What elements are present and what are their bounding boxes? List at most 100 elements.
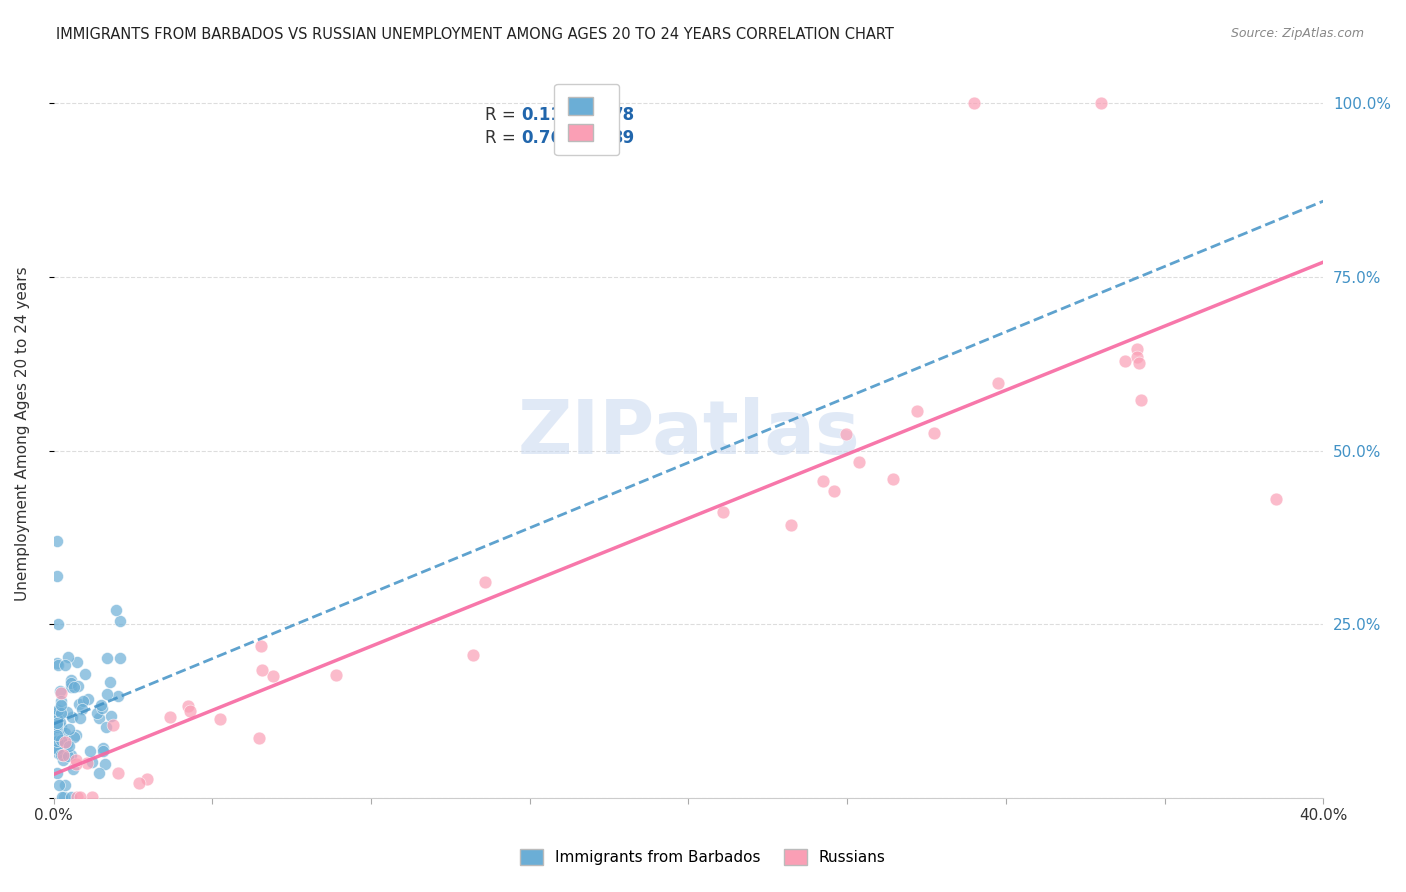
Point <box>96 650 118 665</box>
Point <box>823 483 845 498</box>
Point <box>72 694 94 708</box>
Point <box>89 766 111 780</box>
Point <box>46 706 69 721</box>
Point <box>79 744 101 758</box>
Text: N =: N = <box>579 105 616 124</box>
Point <box>45 568 67 582</box>
Point <box>963 96 986 111</box>
Point <box>45 732 67 747</box>
Point <box>59 673 82 688</box>
Point <box>474 575 496 590</box>
Point <box>905 404 928 418</box>
Legend: Immigrants from Barbados, Russians: Immigrants from Barbados, Russians <box>515 843 891 871</box>
Text: 39: 39 <box>612 129 636 147</box>
Y-axis label: Unemployment Among Ages 20 to 24 years: Unemployment Among Ages 20 to 24 years <box>15 266 30 600</box>
Point <box>48 778 70 792</box>
Point <box>51 686 73 700</box>
Point <box>91 701 114 715</box>
Point <box>53 735 76 749</box>
Point <box>107 690 129 704</box>
Point <box>60 675 83 690</box>
Point <box>46 656 69 670</box>
Point <box>45 741 67 756</box>
Point <box>1126 350 1149 364</box>
Point <box>46 705 69 719</box>
Point <box>90 698 112 712</box>
Point <box>55 705 77 719</box>
Point <box>63 730 86 744</box>
Point <box>82 790 104 805</box>
Point <box>67 697 90 711</box>
Point <box>46 747 69 761</box>
Point <box>69 790 91 805</box>
Point <box>69 711 91 725</box>
Point <box>59 790 82 805</box>
Point <box>58 739 80 753</box>
Point <box>1130 392 1153 407</box>
Point <box>53 658 76 673</box>
Point <box>49 720 72 734</box>
Point <box>45 728 67 742</box>
Point <box>1126 342 1149 356</box>
Point <box>107 766 129 780</box>
Point <box>60 680 83 694</box>
Point <box>80 755 103 769</box>
Point <box>780 517 803 532</box>
Point <box>103 718 125 732</box>
Text: 0.766: 0.766 <box>520 129 574 147</box>
Point <box>209 712 232 726</box>
Point <box>53 790 76 805</box>
Point <box>45 734 67 748</box>
Point <box>922 426 945 441</box>
Point <box>49 706 72 720</box>
Point <box>89 711 111 725</box>
Point <box>159 710 181 724</box>
Point <box>105 603 128 617</box>
Point <box>49 747 72 762</box>
Point <box>45 717 67 731</box>
Point <box>811 474 834 488</box>
Point <box>51 698 73 713</box>
Point <box>45 742 67 756</box>
Point <box>58 722 80 736</box>
Point <box>45 740 67 755</box>
Point <box>110 650 132 665</box>
Point <box>91 744 114 758</box>
Point <box>66 790 89 805</box>
Point <box>46 617 69 632</box>
Point <box>67 680 90 694</box>
Point <box>51 753 73 767</box>
Point <box>135 772 157 787</box>
Point <box>94 757 117 772</box>
Point <box>65 756 87 771</box>
Point <box>100 709 122 723</box>
Point <box>1128 356 1150 370</box>
Point <box>179 704 201 718</box>
Point <box>46 658 69 673</box>
Point <box>52 747 75 762</box>
Text: N =: N = <box>579 129 616 147</box>
Text: R =: R = <box>485 105 522 124</box>
Point <box>45 533 67 548</box>
Point <box>247 731 270 746</box>
Point <box>76 756 98 770</box>
Point <box>848 455 870 469</box>
Point <box>56 748 79 763</box>
Point <box>1264 492 1286 507</box>
Point <box>94 720 117 734</box>
Point <box>49 684 72 698</box>
Point <box>45 728 67 742</box>
Point <box>711 505 734 519</box>
Point <box>987 376 1010 390</box>
Point <box>834 426 856 441</box>
Point <box>51 790 73 805</box>
Point <box>86 706 108 720</box>
Point <box>45 723 67 738</box>
Text: R =: R = <box>485 129 522 147</box>
Point <box>56 737 79 751</box>
Point <box>62 680 84 694</box>
Point <box>128 776 150 790</box>
Point <box>325 668 347 682</box>
Point <box>461 648 484 662</box>
Point <box>1090 96 1112 111</box>
